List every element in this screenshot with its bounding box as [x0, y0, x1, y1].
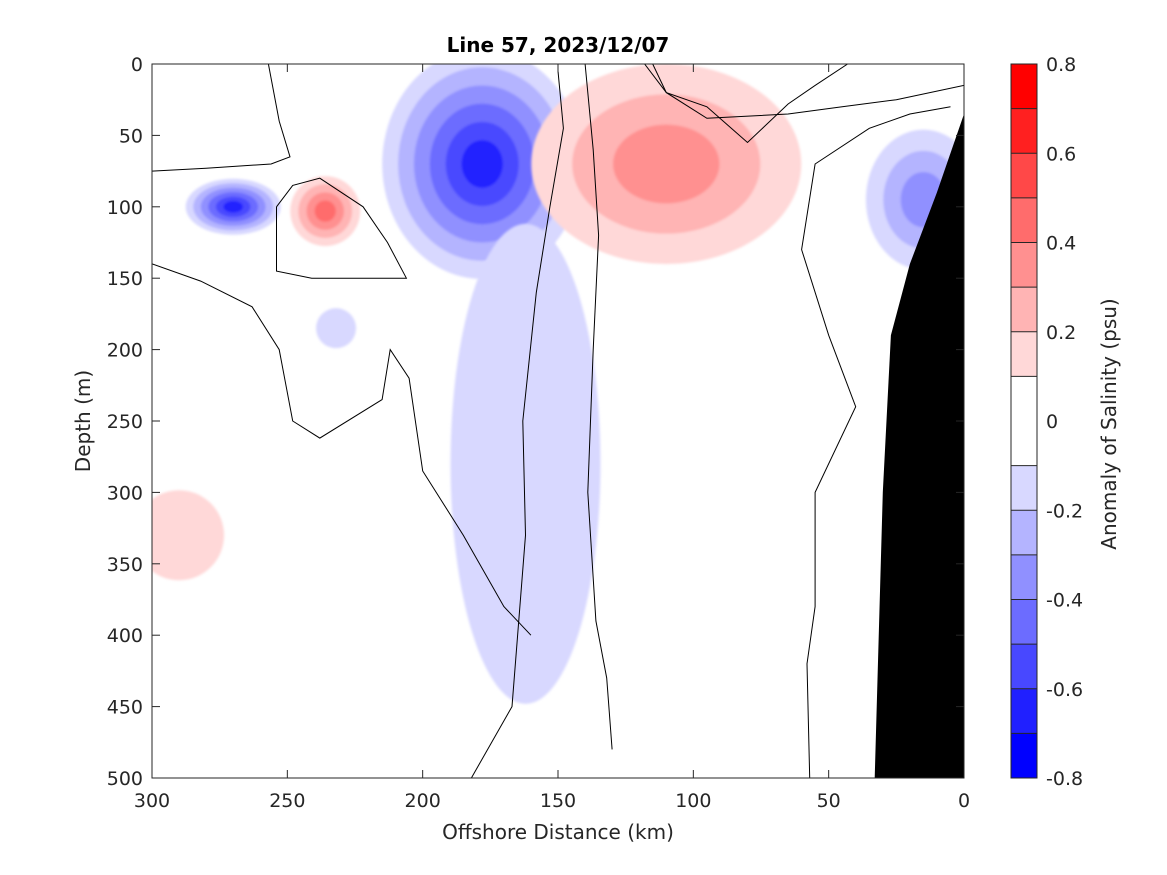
anomaly-band: [152, 490, 225, 581]
colorbar-title: Anomaly of Salinity (psu): [1097, 298, 1121, 549]
anomaly-band: [223, 201, 244, 213]
anomaly-positive-1: [290, 176, 361, 247]
y-tick-label: 400: [107, 625, 143, 647]
x-tick-label: 250: [269, 790, 305, 812]
zero-contours: [152, 64, 964, 778]
y-axis: 0 50 100 150 200 250 300 350 400 450 500: [107, 54, 964, 790]
y-tick-label: 450: [107, 697, 143, 719]
colorbar-tick-label: 0.4: [1046, 233, 1076, 255]
colorbar-segment: [1011, 153, 1037, 198]
colorbar-tick-label: 0: [1046, 411, 1058, 433]
x-tick-label: 50: [817, 790, 841, 812]
colorbar-segment: [1011, 64, 1037, 109]
colorbar-segment: [1011, 510, 1037, 555]
y-tick-label: 200: [107, 340, 143, 362]
colorbar-segment: [1011, 376, 1037, 466]
colorbar-frame: [1010, 63, 1038, 779]
colorbar-segment: [1011, 644, 1037, 689]
colorbar-tick-label: -0.6: [1046, 679, 1083, 701]
y-tick-label: 350: [107, 554, 143, 576]
zero-contour-4: [584, 64, 613, 750]
y-tick-label: 300: [107, 482, 143, 504]
colorbar-segment: [1011, 688, 1037, 734]
anomaly-band: [450, 223, 601, 704]
x-tick-label: 200: [405, 790, 441, 812]
anomaly-negative-7: [450, 223, 601, 704]
colorbar-segment: [1011, 554, 1037, 600]
x-tick-label: 0: [958, 790, 970, 812]
colorbar-segment: [1011, 197, 1037, 243]
colorbar-tick-label: 0.2: [1046, 322, 1076, 344]
y-axis-title: Depth (m): [71, 370, 95, 472]
x-tick-label: 300: [134, 790, 170, 812]
anomaly-band: [613, 124, 720, 204]
x-tick-label: 100: [675, 790, 711, 812]
colorbar-segment: [1011, 287, 1037, 332]
colorbar-tick-label: -0.2: [1046, 500, 1083, 522]
y-tick-label: 150: [107, 268, 143, 290]
zero-contour-1: [152, 263, 532, 636]
colorbar-tick-label: -0.8: [1046, 768, 1083, 790]
colorbar-segment: [1011, 242, 1037, 288]
anomaly-band: [461, 140, 503, 188]
y-tick-label: 0: [131, 54, 143, 76]
y-tick-label: 500: [107, 768, 143, 790]
zero-contour-2: [276, 177, 408, 279]
colorbar-tick-label: -0.4: [1046, 590, 1083, 612]
anomaly-positive-5: [152, 490, 225, 581]
y-tick-label: 250: [107, 411, 143, 433]
plot-area: 300 250 200 150 100 50 0 050100150200250300350…: [107, 54, 970, 812]
x-axis-title: Offshore Distance (km): [442, 820, 674, 844]
colorbar-tick-label: 0.8: [1046, 54, 1076, 76]
anomaly-negative-6: [316, 308, 357, 349]
anomaly-negative-0: [185, 178, 281, 235]
anomaly-positive-3: [531, 64, 802, 264]
colorbar-segment: [1011, 599, 1037, 645]
bathymetry-mask: [874, 113, 964, 778]
colorbar-segment: [1011, 331, 1037, 377]
zero-contour-0: [152, 64, 291, 172]
colorbar: -0.8 -0.6 -0.4 -0.2 0 0.2 0.4 0.6 0.8: [1010, 54, 1083, 790]
zero-contour-6: [801, 106, 951, 778]
anomaly-band: [316, 308, 357, 349]
colorbar-segment: [1011, 733, 1037, 778]
anomaly-band: [314, 200, 336, 222]
x-axis: 300 250 200 150 100 50 0: [134, 64, 970, 812]
colorbar-segment: [1011, 108, 1037, 154]
colorbar-segment: [1011, 465, 1037, 511]
zero-contour-7: [652, 64, 964, 119]
y-tick-label: 100: [107, 197, 143, 219]
zero-contour-3: [470, 71, 564, 778]
x-tick-label: 150: [540, 790, 576, 812]
colorbar-tick-label: 0.6: [1046, 143, 1076, 165]
y-tick-label: 50: [119, 125, 143, 147]
chart-title: Line 57, 2023/12/07: [447, 33, 670, 57]
